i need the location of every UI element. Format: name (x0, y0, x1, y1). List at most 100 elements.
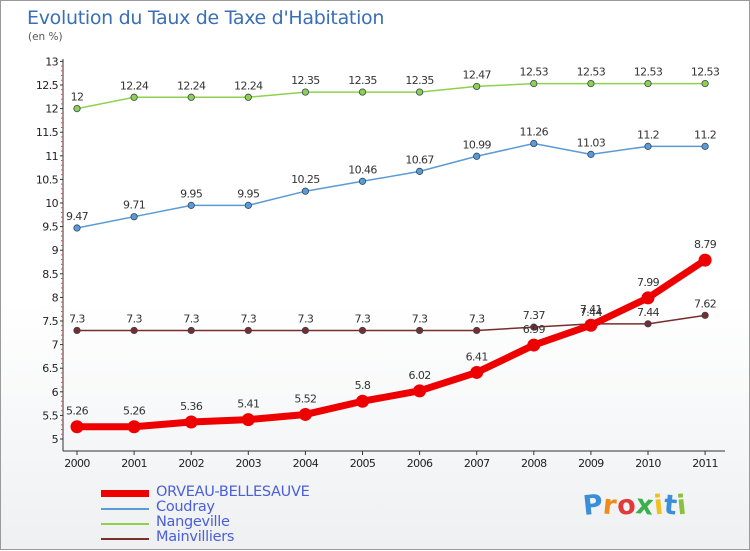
data-label: 12.24 (177, 79, 206, 92)
data-point (473, 326, 481, 335)
data-point (298, 407, 312, 421)
proxiti-logo: Proxiti (581, 489, 688, 522)
data-label: 7.44 (580, 306, 603, 319)
data-point (130, 213, 138, 221)
data-point (473, 152, 481, 160)
data-label: 7.3 (469, 312, 485, 325)
data-label: 9.95 (180, 187, 203, 200)
legend-item: Coudray (101, 499, 361, 515)
legend-swatch (101, 538, 149, 540)
legend-swatch (101, 523, 149, 525)
data-point (587, 150, 595, 158)
data-point (130, 326, 138, 335)
data-point (241, 413, 255, 427)
y-tick-label: 6.5 (42, 362, 58, 375)
data-label: 5.26 (123, 405, 146, 418)
data-label: 6.41 (466, 350, 488, 363)
x-tick-label: 2011 (692, 457, 718, 470)
y-tick-label: 6 (52, 386, 59, 399)
series-line-orveau-bellesauve (73, 256, 709, 431)
data-label: 7.99 (637, 276, 660, 289)
data-label: 7.3 (412, 312, 428, 325)
data-label: 12.53 (577, 66, 606, 79)
data-point (641, 291, 655, 305)
legend-item: Mainvilliers (101, 529, 361, 545)
data-label: 9.47 (66, 210, 89, 223)
data-point (184, 415, 198, 429)
data-point (301, 187, 309, 195)
data-point (587, 79, 595, 88)
legend-label: ORVEAU-BELLESAUVE (156, 484, 310, 500)
data-label: 6.99 (523, 323, 546, 336)
y-tick-label: 8.5 (42, 268, 58, 281)
x-tick-label: 2009 (578, 457, 604, 470)
x-tick-label: 2006 (407, 457, 433, 470)
legend-label: Nangeville (156, 514, 230, 530)
data-point (530, 323, 538, 331)
data-point (644, 320, 652, 328)
x-tick-label: 2007 (464, 457, 490, 470)
data-point (358, 326, 367, 335)
data-label: 10.99 (462, 138, 491, 151)
data-label: 10.25 (291, 173, 320, 186)
data-label: 12.35 (291, 74, 320, 87)
chart-unit-label: (en %) (28, 31, 63, 43)
x-tick-label: 2004 (293, 457, 319, 470)
y-tick-label: 7 (52, 339, 59, 352)
y-tick-label: 13 (45, 55, 58, 68)
y-tick-label: 11 (45, 150, 58, 163)
data-point (470, 365, 484, 379)
data-point (187, 326, 195, 335)
legend-label: Mainvilliers (156, 529, 235, 545)
y-tick-label: 8 (52, 291, 59, 304)
data-point (187, 201, 195, 209)
y-tick-label: 11.5 (36, 126, 59, 139)
x-tick-label: 2010 (635, 457, 661, 470)
x-tick-label: 2001 (121, 457, 147, 470)
data-point (301, 326, 309, 335)
data-point (698, 253, 712, 267)
data-label: 12 (71, 91, 84, 104)
y-tick-label: 9 (52, 244, 59, 257)
data-label: 12.35 (348, 74, 377, 87)
data-label: 5.41 (237, 398, 259, 411)
data-label: 7.3 (355, 312, 371, 325)
data-point (530, 79, 538, 88)
data-label: 11.03 (577, 136, 606, 149)
data-point (644, 142, 652, 150)
data-label: 12.53 (634, 66, 663, 79)
data-point (356, 394, 369, 408)
data-label: 12.47 (462, 68, 491, 81)
data-point (187, 93, 195, 101)
data-label: 5.26 (66, 405, 89, 418)
data-point (301, 88, 309, 96)
data-label: 7.44 (637, 306, 660, 319)
y-tick-label: 10 (45, 197, 58, 210)
data-point (415, 167, 424, 175)
data-point (73, 105, 81, 113)
data-label: 12.24 (120, 79, 149, 92)
data-point (415, 326, 424, 335)
data-point (244, 201, 252, 209)
data-label: 8.79 (694, 238, 717, 251)
data-label: 6.02 (409, 369, 431, 382)
data-point (244, 93, 252, 101)
x-tick-label: 2008 (521, 457, 547, 470)
data-label: 12.24 (234, 79, 263, 92)
data-label: 12.53 (691, 66, 720, 79)
legend-label: Coudray (156, 499, 215, 515)
data-label: 11.26 (520, 126, 549, 139)
y-tick-label: 10.5 (36, 173, 59, 186)
data-label: 12.35 (405, 74, 434, 87)
data-label: 7.3 (69, 312, 85, 325)
data-label: 9.95 (237, 187, 260, 200)
x-tick-label: 2000 (64, 457, 90, 470)
data-point (358, 88, 367, 96)
y-tick-label: 5 (52, 433, 59, 446)
data-point (415, 88, 424, 96)
data-label: 5.52 (294, 392, 316, 405)
data-point (584, 318, 598, 332)
y-tick-label: 5.5 (42, 409, 58, 422)
